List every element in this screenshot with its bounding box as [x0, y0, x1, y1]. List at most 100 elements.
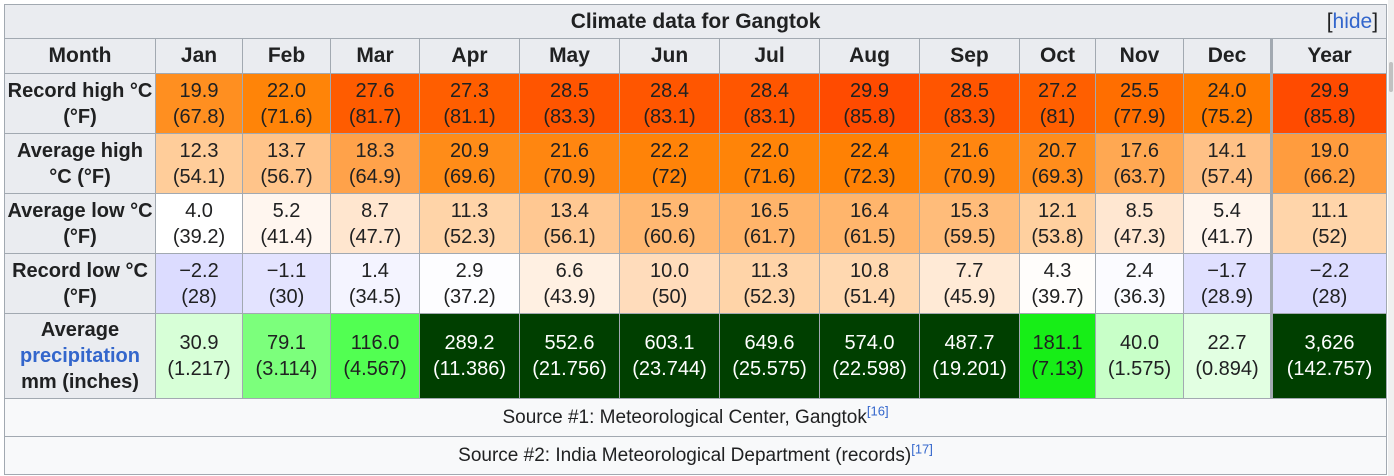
cell-value-imperial: (0.894): [1195, 358, 1259, 380]
month-header-aug: Aug: [819, 38, 920, 74]
cell-value: 574.0: [844, 332, 895, 354]
data-cell: 28.5 (83.3): [519, 73, 620, 134]
cell-value-imperial: (53.8): [1031, 225, 1084, 248]
cell-value: 4.3: [1043, 259, 1072, 282]
cell-value-imperial: (66.2): [1303, 165, 1356, 188]
cell-value-imperial: (61.5): [843, 225, 896, 248]
source-1: Source #1: Meteorological Center, Gangto…: [3, 398, 1388, 437]
data-cell: −1.7 (28.9): [1183, 253, 1272, 314]
cell-value-imperial: (52.3): [443, 225, 496, 248]
cell-value-imperial: (47.3): [1113, 225, 1166, 248]
cell-value: 27.2: [1038, 79, 1077, 102]
cell-value: 22.4: [850, 139, 889, 162]
cell-value-imperial: (85.8): [843, 105, 896, 128]
data-cell: 22.0 (71.6): [242, 73, 331, 134]
cell-value-imperial: (37.2): [443, 285, 496, 308]
data-cell: 8.7 (47.7): [330, 193, 420, 254]
cell-value-imperial: (1.575): [1107, 358, 1172, 380]
cell-value: 116.0: [350, 332, 400, 354]
cell-value-imperial: (70.9): [943, 165, 996, 188]
cell-value-imperial: (54.1): [172, 165, 226, 188]
cell-value: 11.3: [450, 199, 489, 222]
cell-value: 21.6: [550, 139, 589, 162]
cell-value-imperial: (47.7): [348, 225, 402, 248]
cell-value: −1.7: [1207, 259, 1247, 282]
cell-value-imperial: (61.7): [743, 225, 796, 248]
cell-value-imperial: (30): [268, 285, 305, 308]
month-header-sep: Sep: [919, 38, 1020, 74]
cell-value-imperial: (39.2): [172, 225, 226, 248]
cell-value-imperial: (1.217): [167, 358, 231, 380]
hide-bracket-open: [: [1326, 10, 1333, 33]
cell-value-imperial: (22.598): [832, 358, 907, 380]
hide-link[interactable]: hide: [1332, 10, 1373, 33]
cell-value-imperial: (39.7): [1031, 285, 1084, 308]
ref-16-link[interactable]: [16]: [866, 403, 889, 419]
row-label: Record low °C (°F): [4, 253, 156, 314]
cell-value: 19.0: [1310, 139, 1349, 162]
data-cell: 10.8 (51.4): [819, 253, 920, 314]
cell-value: 16.5: [750, 199, 789, 222]
cell-value: 40.0: [1120, 332, 1159, 354]
data-cell: 16.4 (61.5): [819, 193, 920, 254]
cell-value-imperial: (83.3): [543, 105, 596, 128]
cell-value: 1.4: [361, 259, 389, 282]
cell-value-imperial: (3.114): [255, 358, 318, 380]
cell-value: 29.9: [1310, 79, 1349, 102]
row-label: Average precipitation mm (inches): [4, 313, 156, 399]
data-cell: 19.0 (66.2): [1269, 133, 1388, 194]
climate-table-container: Climate data for Gangtok [hide] Month Jan…: [3, 4, 1390, 475]
scrollbar-thumb[interactable]: [1389, 62, 1393, 92]
row-label: Record high °C (°F): [4, 73, 156, 134]
data-cell: 116.0 (4.567): [330, 313, 420, 399]
data-cell: 20.9 (69.6): [419, 133, 520, 194]
cell-value: 15.3: [950, 199, 989, 222]
data-cell: 487.7 (19.201): [919, 313, 1020, 399]
cell-value-imperial: (23.744): [632, 358, 707, 380]
cell-value-imperial: (4.567): [343, 358, 407, 380]
scrollbar[interactable]: [1388, 0, 1394, 476]
cell-value: 3,626: [1304, 332, 1355, 354]
data-cell: 27.3 (81.1): [419, 73, 520, 134]
cell-value-imperial: (57.4): [1200, 165, 1254, 188]
data-cell: 3,626 (142.757): [1269, 313, 1388, 399]
cell-value-imperial: (52): [1311, 225, 1348, 248]
month-header-apr: Apr: [419, 38, 520, 74]
cell-value: 8.5: [1125, 199, 1154, 222]
cell-value: 20.7: [1038, 139, 1077, 162]
precipitation-link[interactable]: precipitation: [19, 345, 140, 367]
cell-value-imperial: (21.756): [532, 358, 607, 380]
cell-value: 552.6: [544, 332, 595, 354]
cell-value: 17.6: [1120, 139, 1159, 162]
data-cell: −2.2 (28): [1269, 253, 1388, 314]
month-header-jul: Jul: [719, 38, 820, 74]
month-header-oct: Oct: [1019, 38, 1096, 74]
cell-value: 2.4: [1125, 259, 1154, 282]
cell-value: 14.1: [1207, 139, 1247, 162]
data-cell: 40.0 (1.575): [1095, 313, 1184, 399]
cell-value-imperial: (69.6): [443, 165, 496, 188]
cell-value-imperial: (28.9): [1200, 285, 1254, 308]
cell-value-imperial: (69.3): [1031, 165, 1084, 188]
cell-value: 11.3: [750, 259, 789, 282]
cell-value-imperial: (71.6): [743, 165, 796, 188]
data-cell: 22.0 (71.6): [719, 133, 820, 194]
data-cell: 1.4 (34.5): [330, 253, 420, 314]
cell-value: 22.0: [267, 79, 306, 102]
cell-value-imperial: (63.7): [1113, 165, 1166, 188]
ref-17-link[interactable]: [17]: [911, 441, 933, 457]
cell-value-imperial: (34.5): [348, 285, 402, 308]
data-cell: 20.7 (69.3): [1019, 133, 1096, 194]
cell-value: 5.4: [1213, 199, 1241, 222]
cell-value-imperial: (51.4): [843, 285, 896, 308]
table-row-precipitation: Average precipitation mm (inches) 30.9 (1.21…: [4, 313, 1388, 399]
cell-value-imperial: (11.386): [432, 358, 506, 380]
data-cell: 27.6 (81.7): [330, 73, 420, 134]
data-cell: 79.1 (3.114): [242, 313, 331, 399]
cell-value-imperial: (81.7): [348, 105, 402, 128]
row-label: Average high °C (°F): [4, 133, 156, 194]
row-label: Average low °C (°F): [4, 193, 156, 254]
cell-value-imperial: (71.6): [260, 105, 313, 128]
data-cell: 181.1 (7.13): [1019, 313, 1096, 399]
data-cell: 21.6 (70.9): [519, 133, 620, 194]
